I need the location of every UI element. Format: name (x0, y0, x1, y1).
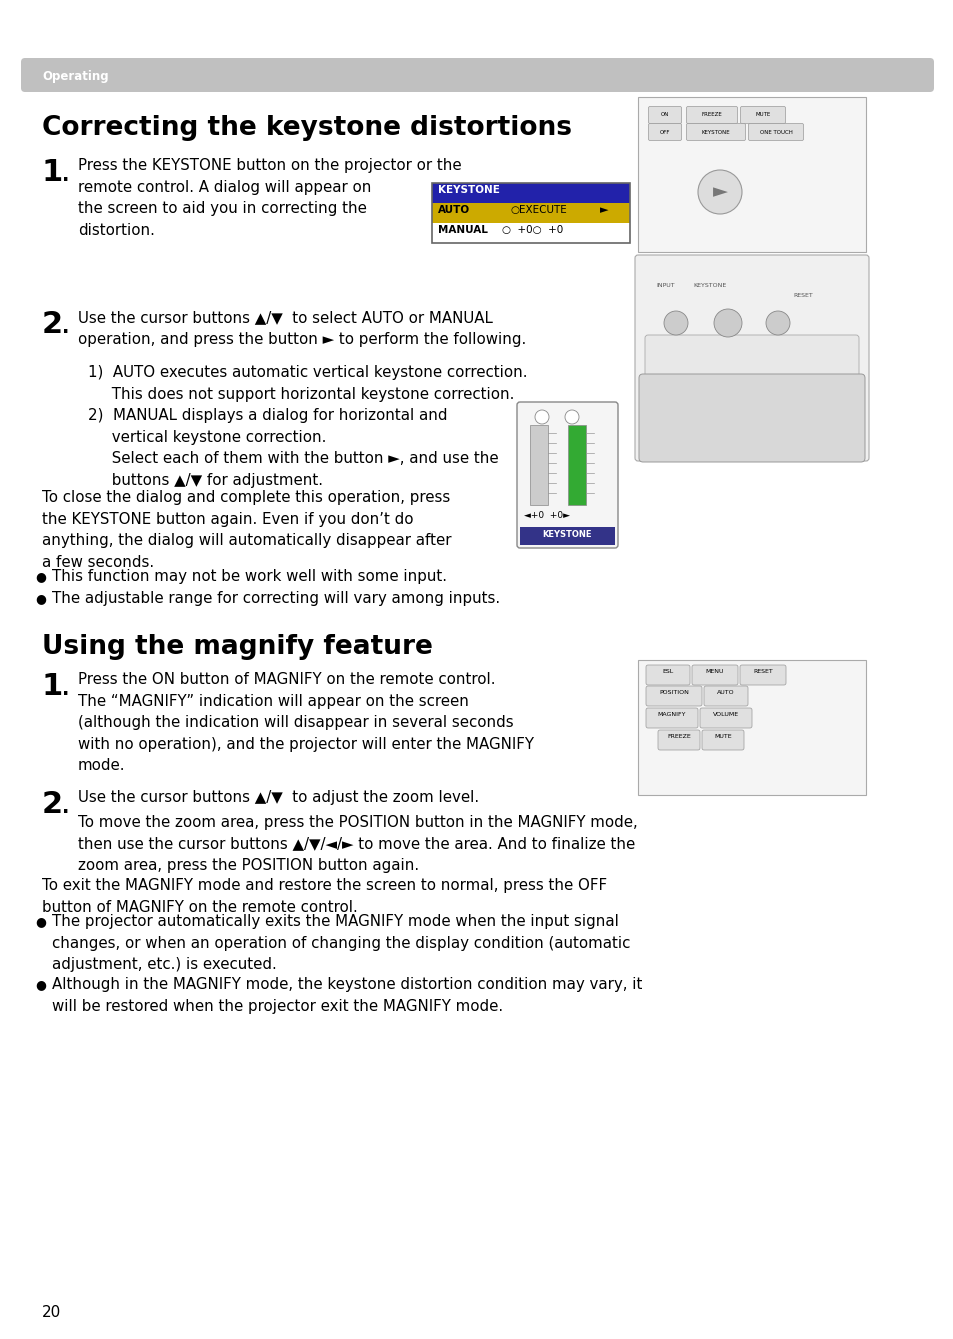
Bar (432, 183, 629, 204)
FancyBboxPatch shape (703, 686, 747, 706)
Text: VOLUME: VOLUME (712, 712, 739, 716)
Text: MAGNIFY: MAGNIFY (657, 712, 685, 716)
Bar (432, 224, 629, 242)
Text: Operating: Operating (42, 70, 109, 83)
Text: ●: ● (35, 915, 46, 928)
Text: POSITION: POSITION (659, 690, 688, 695)
Text: 2)  MANUAL displays a dialog for horizontal and
     vertical keystone correctio: 2) MANUAL displays a dialog for horizont… (88, 408, 498, 487)
FancyBboxPatch shape (21, 58, 933, 92)
Text: 2: 2 (42, 311, 63, 339)
Text: MUTE: MUTE (755, 112, 770, 118)
FancyBboxPatch shape (740, 107, 784, 123)
Text: ►: ► (599, 205, 608, 216)
FancyBboxPatch shape (686, 123, 744, 141)
Text: KEYSTONE: KEYSTONE (541, 530, 591, 540)
Text: ON: ON (660, 112, 668, 118)
Text: FREEZE: FREEZE (666, 734, 690, 739)
Text: To move the zoom area, press the POSITION button in the MAGNIFY mode,
then use t: To move the zoom area, press the POSITIO… (78, 815, 638, 873)
Text: AUTO: AUTO (717, 690, 734, 695)
Circle shape (698, 170, 741, 214)
Text: AUTO: AUTO (437, 205, 470, 216)
Text: MENU: MENU (705, 670, 723, 674)
Text: RESET: RESET (792, 293, 812, 299)
Text: ●: ● (35, 570, 46, 582)
Text: ●: ● (35, 592, 46, 605)
Bar (519, 528, 615, 545)
Text: 2: 2 (42, 790, 63, 819)
Text: 1: 1 (42, 672, 63, 702)
Bar (567, 424, 585, 505)
FancyBboxPatch shape (686, 107, 737, 123)
Text: .: . (62, 317, 70, 337)
Text: 1: 1 (42, 158, 63, 187)
Text: .: . (62, 798, 70, 817)
Text: .: . (62, 680, 70, 699)
FancyBboxPatch shape (517, 402, 618, 548)
Text: Use the cursor buttons ▲/▼  to select AUTO or MANUAL
operation, and press the bu: Use the cursor buttons ▲/▼ to select AUT… (78, 311, 526, 347)
Bar (432, 183, 629, 242)
FancyBboxPatch shape (748, 123, 802, 141)
Text: Although in the MAGNIFY mode, the keystone distortion condition may vary, it
wil: Although in the MAGNIFY mode, the keysto… (52, 977, 641, 1014)
Circle shape (765, 311, 789, 335)
FancyBboxPatch shape (645, 686, 701, 706)
FancyBboxPatch shape (700, 708, 751, 728)
Text: MUTE: MUTE (714, 734, 731, 739)
FancyBboxPatch shape (638, 660, 865, 795)
FancyBboxPatch shape (691, 665, 738, 686)
Text: MANUAL: MANUAL (437, 225, 487, 236)
Text: KEYSTONE: KEYSTONE (701, 130, 730, 134)
Text: Correcting the keystone distortions: Correcting the keystone distortions (42, 115, 572, 141)
Text: To exit the MAGNIFY mode and restore the screen to normal, press the OFF
button : To exit the MAGNIFY mode and restore the… (42, 878, 606, 915)
Circle shape (535, 410, 548, 424)
Text: The projector automatically exits the MAGNIFY mode when the input signal
changes: The projector automatically exits the MA… (52, 915, 630, 972)
FancyBboxPatch shape (645, 665, 689, 686)
Text: Press the KEYSTONE button on the projector or the
remote control. A dialog will : Press the KEYSTONE button on the project… (78, 158, 461, 238)
Text: ►: ► (712, 182, 727, 201)
Text: KEYSTONE: KEYSTONE (437, 185, 499, 195)
Bar (530, 424, 547, 505)
Text: ○  +0○  +0: ○ +0○ +0 (501, 225, 562, 236)
FancyBboxPatch shape (645, 708, 698, 728)
FancyBboxPatch shape (639, 374, 864, 462)
Text: 1)  AUTO executes automatic vertical keystone correction.
     This does not sup: 1) AUTO executes automatic vertical keys… (88, 366, 527, 402)
Text: ESL: ESL (661, 670, 673, 674)
Text: Press the ON button of MAGNIFY on the remote control.
The “MAGNIFY” indication w: Press the ON button of MAGNIFY on the re… (78, 672, 534, 774)
Circle shape (713, 309, 741, 337)
Text: To close the dialog and complete this operation, press
the KEYSTONE button again: To close the dialog and complete this op… (42, 490, 451, 570)
FancyBboxPatch shape (648, 123, 680, 141)
Text: FREEZE: FREEZE (700, 112, 721, 118)
Text: INPUT: INPUT (656, 283, 674, 288)
FancyBboxPatch shape (648, 107, 680, 123)
Text: Use the cursor buttons ▲/▼  to adjust the zoom level.: Use the cursor buttons ▲/▼ to adjust the… (78, 790, 478, 805)
Circle shape (663, 311, 687, 335)
Text: ◄+0  +0►: ◄+0 +0► (523, 511, 569, 520)
FancyBboxPatch shape (644, 335, 858, 441)
Text: RESET: RESET (752, 670, 772, 674)
Text: This function may not be work well with some input.: This function may not be work well with … (52, 569, 447, 584)
Text: ●: ● (35, 977, 46, 991)
Bar (432, 204, 629, 224)
Text: KEYSTONE: KEYSTONE (692, 283, 725, 288)
Circle shape (564, 410, 578, 424)
FancyBboxPatch shape (701, 730, 743, 750)
Text: .: . (62, 166, 70, 185)
Text: Using the magnify feature: Using the magnify feature (42, 633, 433, 660)
FancyBboxPatch shape (635, 254, 868, 461)
Text: OFF: OFF (659, 130, 670, 134)
Text: 20: 20 (42, 1306, 61, 1320)
Text: The adjustable range for correcting will vary among inputs.: The adjustable range for correcting will… (52, 590, 499, 607)
FancyBboxPatch shape (638, 96, 865, 252)
FancyBboxPatch shape (658, 730, 700, 750)
Text: ONE TOUCH: ONE TOUCH (759, 130, 792, 134)
FancyBboxPatch shape (740, 665, 785, 686)
Text: ○EXECUTE: ○EXECUTE (510, 205, 566, 216)
